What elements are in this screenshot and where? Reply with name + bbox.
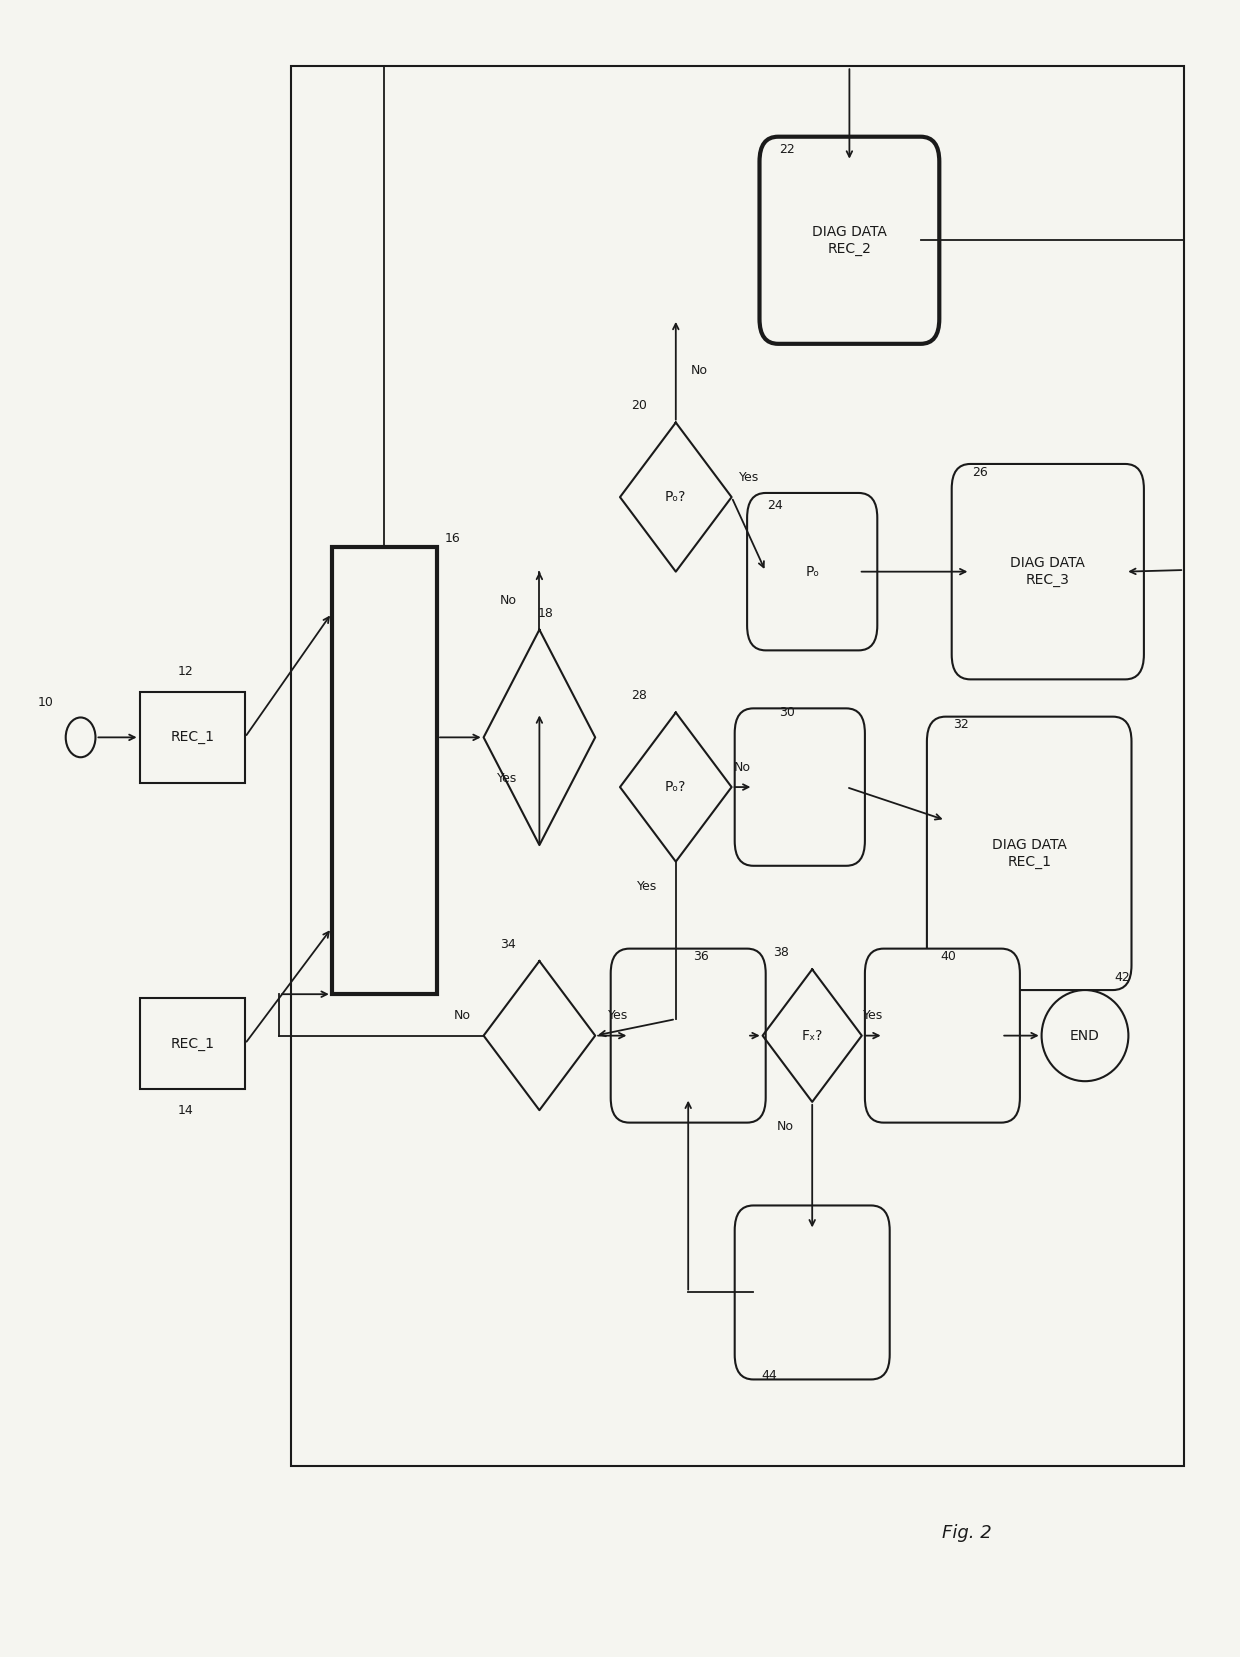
Text: 34: 34 bbox=[501, 938, 516, 951]
Text: 26: 26 bbox=[972, 466, 987, 479]
Text: No: No bbox=[454, 1009, 471, 1022]
Text: 32: 32 bbox=[954, 717, 968, 731]
FancyBboxPatch shape bbox=[866, 948, 1019, 1123]
Text: REC_1: REC_1 bbox=[170, 731, 215, 744]
Text: Yes: Yes bbox=[497, 772, 517, 785]
FancyBboxPatch shape bbox=[332, 547, 438, 994]
Text: No: No bbox=[500, 595, 517, 606]
Text: No: No bbox=[776, 1120, 794, 1133]
FancyBboxPatch shape bbox=[291, 66, 1184, 1466]
Text: 22: 22 bbox=[780, 143, 795, 156]
Text: END: END bbox=[1070, 1029, 1100, 1042]
Text: 40: 40 bbox=[941, 949, 956, 963]
Text: 42: 42 bbox=[1115, 971, 1130, 984]
Text: 28: 28 bbox=[631, 689, 646, 703]
Text: Pₒ?: Pₒ? bbox=[665, 490, 687, 504]
Text: DIAG DATA
REC_3: DIAG DATA REC_3 bbox=[1011, 557, 1085, 587]
FancyBboxPatch shape bbox=[759, 138, 940, 345]
Text: Pₒ: Pₒ bbox=[805, 565, 820, 578]
Text: DIAG DATA
REC_1: DIAG DATA REC_1 bbox=[992, 838, 1066, 868]
Text: 14: 14 bbox=[179, 1104, 193, 1117]
FancyBboxPatch shape bbox=[139, 691, 246, 782]
Text: 38: 38 bbox=[774, 946, 789, 959]
FancyBboxPatch shape bbox=[952, 464, 1145, 679]
Text: Pₒ?: Pₒ? bbox=[665, 780, 687, 794]
Text: Yes: Yes bbox=[739, 471, 759, 484]
Text: 16: 16 bbox=[445, 532, 460, 545]
FancyBboxPatch shape bbox=[746, 494, 878, 650]
FancyBboxPatch shape bbox=[926, 716, 1131, 989]
Text: No: No bbox=[734, 761, 751, 774]
Ellipse shape bbox=[1042, 989, 1128, 1082]
Text: No: No bbox=[691, 365, 708, 378]
Text: Yes: Yes bbox=[863, 1009, 883, 1022]
Text: Fₓ?: Fₓ? bbox=[801, 1029, 823, 1042]
Text: DIAG DATA
REC_2: DIAG DATA REC_2 bbox=[812, 225, 887, 255]
Text: 44: 44 bbox=[761, 1369, 776, 1382]
Text: 30: 30 bbox=[780, 706, 795, 719]
Text: Fig. 2: Fig. 2 bbox=[942, 1524, 992, 1541]
Circle shape bbox=[66, 717, 95, 757]
FancyBboxPatch shape bbox=[139, 998, 246, 1090]
FancyBboxPatch shape bbox=[734, 709, 866, 865]
Text: 18: 18 bbox=[538, 606, 553, 620]
Text: Yes: Yes bbox=[637, 880, 657, 893]
FancyBboxPatch shape bbox=[611, 948, 766, 1123]
Text: REC_1: REC_1 bbox=[170, 1037, 215, 1051]
Text: 36: 36 bbox=[693, 949, 708, 963]
Text: Yes: Yes bbox=[608, 1009, 627, 1022]
Text: 20: 20 bbox=[631, 399, 646, 413]
Text: 12: 12 bbox=[179, 664, 193, 678]
Text: 10: 10 bbox=[38, 696, 53, 709]
Text: 24: 24 bbox=[768, 499, 782, 512]
FancyBboxPatch shape bbox=[734, 1206, 890, 1379]
